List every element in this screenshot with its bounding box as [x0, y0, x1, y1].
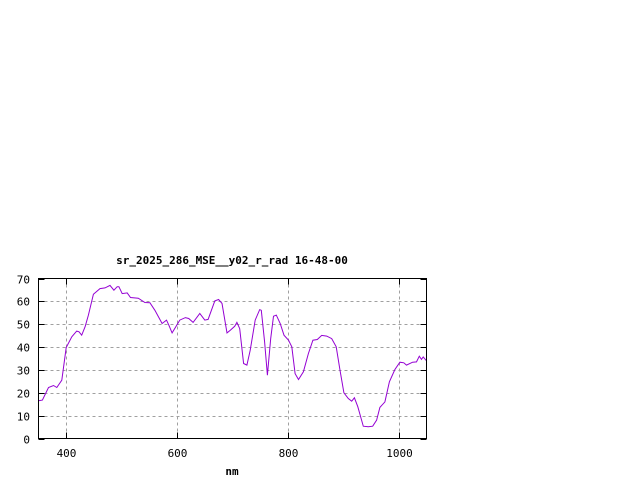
series-line	[38, 284, 427, 428]
x-tick-label: 600	[168, 447, 188, 460]
x-tick-label: 400	[57, 447, 77, 460]
axis-ticks: 0 10 20 30 40 50 60 70 400 600 800 1000	[17, 274, 427, 460]
grid	[38, 278, 427, 439]
y-tick-label: 10	[17, 411, 30, 424]
y-tick-label: 40	[17, 342, 30, 355]
y-tick-label: 0	[23, 434, 30, 447]
plot-frame	[38, 278, 427, 439]
y-tick-label: 50	[17, 319, 30, 332]
y-tick-label: 20	[17, 388, 30, 401]
x-tick-label: 1000	[386, 447, 413, 460]
x-axis-label: nm	[225, 465, 239, 478]
x-tick-label: 800	[279, 447, 299, 460]
chart-title: sr_2025_286_MSE__y02_r_rad 16-48-00	[116, 254, 348, 267]
y-tick-label: 60	[17, 296, 30, 309]
y-tick-label: 70	[17, 274, 30, 287]
y-tick-label: 30	[17, 365, 30, 378]
